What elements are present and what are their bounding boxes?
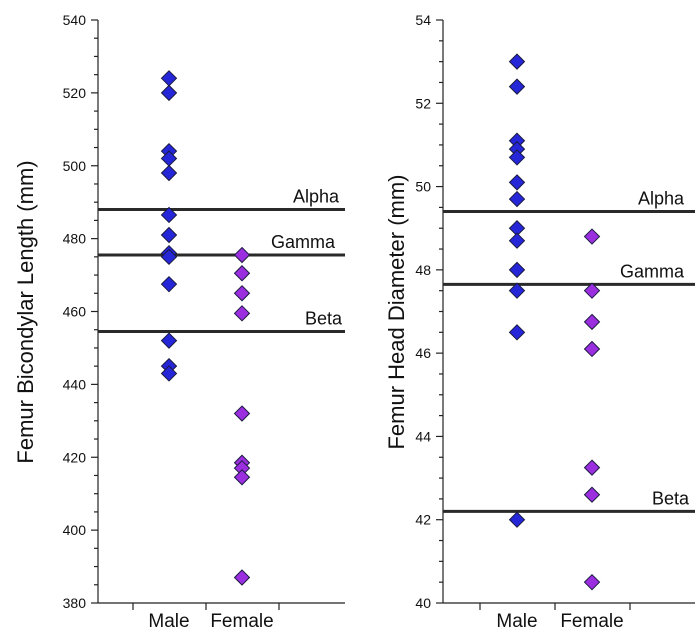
y-tick-label: 520 bbox=[63, 85, 87, 101]
y-tick-label: 420 bbox=[63, 449, 87, 465]
data-point-female bbox=[583, 282, 601, 299]
data-point-female bbox=[233, 569, 251, 586]
data-point-male bbox=[508, 53, 526, 70]
data-point-male bbox=[508, 282, 526, 299]
data-point-female bbox=[583, 573, 601, 591]
y-tick-label: 380 bbox=[63, 595, 87, 611]
data-point-female bbox=[583, 459, 601, 476]
y-tick-label: 440 bbox=[63, 376, 87, 392]
x-category-label-male: Male bbox=[148, 611, 189, 630]
right-chart-femur-head-diameter: 40 42 44 46 48 50 52 54 Male Female Femur Head Dia… bbox=[384, 12, 695, 630]
y-tick-label: 500 bbox=[63, 158, 87, 174]
reference-label-gamma: Gamma bbox=[271, 232, 336, 252]
data-point-female bbox=[233, 285, 251, 302]
reference-label-beta: Beta bbox=[305, 309, 343, 329]
data-point-female bbox=[583, 228, 601, 245]
y-tick-label: 44 bbox=[415, 428, 431, 444]
y-tick-label: 46 bbox=[415, 345, 431, 361]
data-point-male bbox=[508, 190, 526, 208]
x-category-label-female: Female bbox=[560, 611, 623, 630]
data-point-female bbox=[583, 340, 601, 358]
y-tick-label: 52 bbox=[415, 95, 431, 111]
data-point-female bbox=[583, 486, 601, 503]
data-point-male bbox=[160, 164, 178, 182]
y-tick-label: 400 bbox=[63, 522, 87, 538]
data-point-male bbox=[160, 275, 178, 293]
y-tick-label: 40 bbox=[415, 595, 431, 611]
data-point-male bbox=[508, 511, 526, 528]
y-axis-title: Femur Bicondylar Length (mm) bbox=[13, 160, 38, 463]
data-point-female bbox=[583, 313, 601, 331]
x-category-label-male: Male bbox=[496, 611, 537, 630]
data-point-male bbox=[508, 232, 526, 249]
data-point-female bbox=[233, 246, 251, 264]
data-point-male bbox=[508, 174, 526, 191]
data-point-female bbox=[233, 469, 251, 486]
data-point-male bbox=[160, 226, 178, 244]
left-chart-femur-bicondylar-length: 380 400 420 440 460 480 500 520 540 Male Female Fem… bbox=[13, 12, 345, 630]
data-point-male bbox=[508, 324, 526, 341]
data-point-male bbox=[160, 332, 178, 349]
x-category-label-female: Female bbox=[210, 611, 273, 630]
y-tick-label: 54 bbox=[415, 12, 431, 28]
data-point-male bbox=[508, 149, 526, 166]
y-tick-label: 48 bbox=[415, 262, 431, 278]
data-point-female bbox=[233, 405, 251, 422]
y-axis-title: Femur Head Diameter (mm) bbox=[384, 174, 409, 449]
y-tick-label: 540 bbox=[63, 12, 87, 28]
reference-label-alpha: Alpha bbox=[293, 186, 340, 206]
data-point-female bbox=[233, 305, 251, 322]
data-point-male bbox=[160, 206, 178, 224]
reference-label-beta: Beta bbox=[652, 488, 690, 508]
data-point-male bbox=[160, 365, 178, 382]
data-point-male bbox=[160, 248, 178, 266]
y-tick-label: 42 bbox=[415, 512, 431, 528]
data-point-male bbox=[508, 261, 526, 279]
y-tick-label: 50 bbox=[415, 179, 431, 195]
reference-label-alpha: Alpha bbox=[638, 189, 685, 209]
y-tick-label: 460 bbox=[63, 304, 87, 320]
y-tick-label: 480 bbox=[63, 231, 87, 247]
data-point-male bbox=[160, 84, 178, 102]
data-point-male bbox=[508, 78, 526, 95]
data-point-female bbox=[233, 265, 251, 282]
reference-label-gamma: Gamma bbox=[620, 261, 685, 281]
data-point-male bbox=[160, 70, 178, 87]
